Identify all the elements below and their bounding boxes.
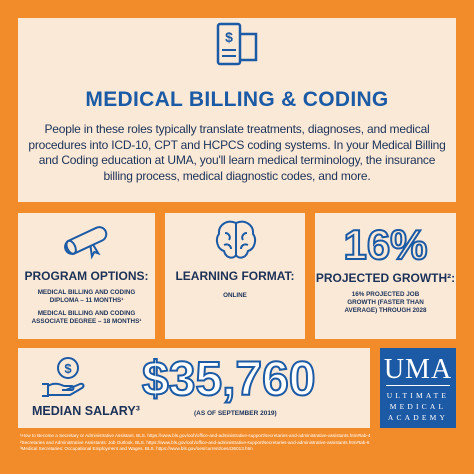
svg-text:$: $ [225, 29, 233, 45]
intro-panel: $ MEDICAL BILLING & CODING People in the… [18, 18, 456, 202]
footnotes: ¹How to Become a Secretary or Administra… [20, 433, 460, 453]
growth-card: 16% PROJECTED GROWTH²: 16% PROJECTED JOB… [315, 213, 456, 339]
bill-icon: $ [216, 22, 258, 66]
description: People in these roles typically translat… [28, 122, 446, 183]
card-title: PROJECTED GROWTH²: [315, 271, 456, 285]
growth-stat: 16% [342, 220, 428, 269]
uma-logo: UMA ULTIMATE MEDICAL ACADEMY [380, 348, 456, 428]
salary-title: MEDIAN SALARY³ [32, 404, 140, 418]
footnote: ³Medical Secretaries: Occupational Emplo… [20, 446, 253, 451]
card-title: PROGRAM OPTIONS: [24, 269, 149, 283]
format-card: LEARNING FORMAT: ONLINE [165, 213, 305, 339]
footnote: ¹How to Become a Secretary or Administra… [20, 433, 371, 438]
title: MEDICAL BILLING & CODING [85, 88, 389, 111]
program-card: PROGRAM OPTIONS: MEDICAL BILLING AND COD… [18, 213, 155, 339]
money-hand-icon: $ [42, 357, 85, 397]
logo-name: UMA [383, 354, 453, 385]
logo-word: ACADEMY [387, 413, 449, 422]
card-line: MEDICAL BILLING AND CODING ASSOCIATE DEG… [31, 310, 142, 325]
logo-word: MEDICAL [389, 402, 447, 411]
card-title: LEARNING FORMAT: [175, 269, 295, 283]
logo-word: ULTIMATE [386, 391, 450, 400]
card-line: 16% PROJECTED JOB GROWTH (FASTER THAN AV… [344, 291, 427, 314]
diploma-icon [64, 226, 108, 260]
salary-card: $ MEDIAN SALARY³ $35,760 (AS OF SEPTEMBE… [18, 348, 370, 428]
card-line: MEDICAL BILLING AND CODING DIPLOMA – 11 … [37, 289, 136, 304]
salary-amount: $35,760 [141, 352, 317, 407]
footnote: ²Secretaries and Administrative Assistan… [20, 439, 370, 445]
card-line: ONLINE [223, 292, 247, 299]
svg-text:$: $ [64, 361, 72, 376]
brain-icon [215, 220, 257, 259]
salary-note: (AS OF SEPTEMBER 2019) [194, 410, 277, 417]
